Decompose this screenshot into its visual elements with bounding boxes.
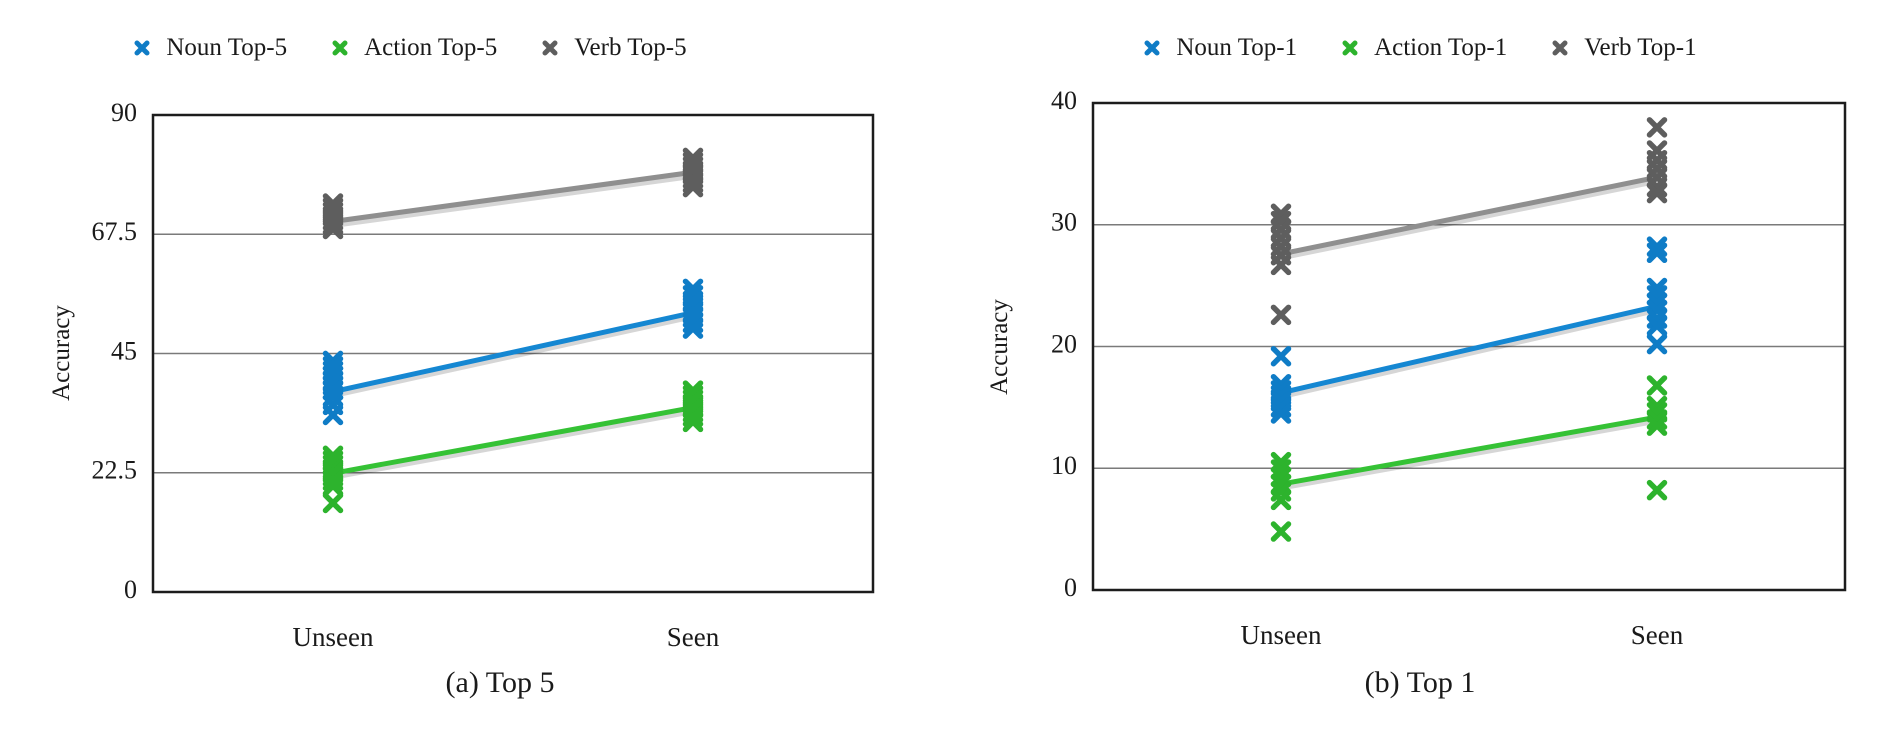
data-point-marker xyxy=(1646,117,1668,138)
x-category-label: Seen xyxy=(667,622,720,652)
data-point-marker xyxy=(1270,489,1292,511)
x-marker-icon xyxy=(542,40,558,56)
trend-line-shadow xyxy=(1278,306,1660,400)
x-category-label: Unseen xyxy=(1241,620,1322,650)
caption-top5: (a) Top 5 xyxy=(445,666,555,699)
y-axis-label-top5: Accuracy xyxy=(48,305,75,401)
y-tick-label: 67.5 xyxy=(92,217,138,246)
trend-line xyxy=(330,310,696,395)
data-point-marker xyxy=(322,492,344,514)
y-tick-labels: 0 22.5 45 67.5 90 xyxy=(92,98,138,604)
trend-line xyxy=(1278,303,1660,396)
y-tick-label: 0 xyxy=(1064,573,1077,602)
data-point-marker xyxy=(682,406,704,427)
gridlines xyxy=(1093,224,1845,469)
legend-top5: Noun Top-5 Action Top-5 Verb Top-5 xyxy=(120,34,700,62)
chart-top5: 0 22.5 45 67.5 90 Unseen Seen xyxy=(92,98,875,652)
data-point-marker xyxy=(682,312,704,334)
y-tick-label: 90 xyxy=(111,98,137,127)
data-point-marker xyxy=(1270,345,1292,367)
data-point-marker xyxy=(1270,521,1292,542)
x-category-labels: Unseen Seen xyxy=(293,622,720,652)
series-points xyxy=(1270,117,1668,326)
x-marker-icon xyxy=(332,40,348,56)
trend-line-shadow xyxy=(330,172,696,229)
data-point-marker xyxy=(322,218,344,240)
data-point-marker xyxy=(1270,403,1292,424)
plot-border xyxy=(151,113,875,594)
chart-top1: 0 10 20 30 40 Unseen Seen xyxy=(1051,86,1847,650)
trend-line xyxy=(330,405,696,476)
x-marker-icon xyxy=(1342,40,1358,56)
data-point-marker xyxy=(1270,304,1292,326)
data-point-marker xyxy=(322,404,344,426)
legend-label: Action Top-1 xyxy=(1374,34,1508,61)
caption-top1: (b) Top 1 xyxy=(1364,666,1476,699)
x-marker-icon xyxy=(1552,40,1568,56)
legend-item: Noun Top-5 xyxy=(133,34,287,62)
series-points xyxy=(1270,375,1668,542)
plot-border xyxy=(1091,101,1847,592)
data-point-marker xyxy=(1646,409,1668,430)
legend-item: Verb Top-1 xyxy=(1551,34,1697,62)
data-point-marker xyxy=(682,172,704,194)
data-point-marker xyxy=(682,411,704,433)
series-points xyxy=(1270,236,1668,424)
data-point-marker xyxy=(1646,415,1668,436)
y-tick-label: 22.5 xyxy=(92,456,138,485)
trend-line-shadow xyxy=(1278,417,1660,491)
data-point-marker xyxy=(682,318,704,339)
trend-line xyxy=(1278,414,1660,487)
legend-label: Verb Top-5 xyxy=(574,34,687,61)
y-tick-label: 30 xyxy=(1051,208,1077,237)
data-point-marker xyxy=(682,176,704,198)
data-point-marker xyxy=(1646,242,1668,264)
data-point-marker xyxy=(1646,479,1668,501)
x-category-label: Seen xyxy=(1631,620,1684,650)
x-category-label: Unseen xyxy=(293,622,374,652)
trend-line-shadow xyxy=(1278,177,1660,261)
data-point-marker xyxy=(1646,375,1668,396)
y-tick-label: 40 xyxy=(1051,86,1077,115)
legend-item: Action Top-1 xyxy=(1341,34,1507,62)
trend-line-shadow xyxy=(330,313,696,399)
data-point-marker xyxy=(1646,333,1668,355)
data-point-marker xyxy=(1646,182,1668,204)
data-point-marker xyxy=(1270,397,1292,418)
series-points xyxy=(322,147,704,240)
y-axis-label-top1: Accuracy xyxy=(986,299,1013,395)
trend-line xyxy=(330,169,696,225)
y-tick-label: 20 xyxy=(1051,329,1077,358)
y-tick-label: 45 xyxy=(111,336,137,365)
legend-label: Action Top-5 xyxy=(364,34,498,61)
legend-item: Action Top-5 xyxy=(331,34,497,62)
data-point-marker xyxy=(1646,236,1668,257)
series-points xyxy=(322,380,704,514)
x-category-labels: Unseen Seen xyxy=(1241,620,1684,650)
y-tick-labels: 0 10 20 30 40 xyxy=(1051,86,1077,602)
x-marker-icon xyxy=(134,40,150,56)
data-point-marker xyxy=(1270,254,1292,276)
y-tick-label: 10 xyxy=(1051,451,1077,480)
data-point-marker xyxy=(322,470,344,491)
y-tick-label: 0 xyxy=(124,575,137,604)
x-marker-icon xyxy=(1144,40,1160,56)
data-point-marker xyxy=(322,214,344,235)
data-point-marker xyxy=(1646,315,1668,337)
data-point-marker xyxy=(1646,176,1668,198)
series-points xyxy=(322,278,704,426)
legend-label: Noun Top-1 xyxy=(1176,34,1298,61)
trend-line xyxy=(1278,174,1660,257)
data-point-marker xyxy=(322,475,344,497)
legend-item: Verb Top-5 xyxy=(541,34,687,62)
trend-line-shadow xyxy=(330,408,696,480)
legend-item: Noun Top-1 xyxy=(1143,34,1297,62)
legend-label: Noun Top-5 xyxy=(166,34,288,61)
legend-label: Verb Top-1 xyxy=(1584,34,1697,61)
legend-top1: Noun Top-1 Action Top-1 Verb Top-1 xyxy=(1090,34,1750,62)
